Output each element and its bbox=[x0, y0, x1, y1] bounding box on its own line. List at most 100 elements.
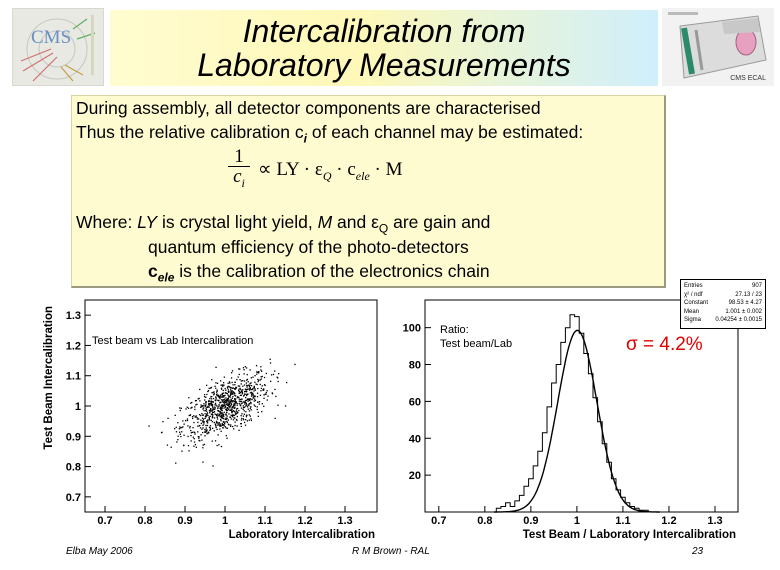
scatter-point bbox=[234, 400, 236, 402]
scatter-point bbox=[209, 400, 211, 403]
scatter-point bbox=[239, 368, 241, 370]
scatter-point bbox=[211, 413, 213, 415]
ecal-detector-graphic bbox=[668, 12, 767, 79]
scatter-point bbox=[205, 402, 207, 404]
scatter-point bbox=[240, 394, 242, 396]
scatter-point bbox=[187, 445, 190, 447]
stats-value: 27.13 / 23 bbox=[735, 291, 762, 298]
scatter-point bbox=[235, 413, 237, 416]
scatter-point bbox=[252, 397, 255, 399]
scatter-point bbox=[230, 392, 232, 394]
scatter-point bbox=[263, 388, 265, 390]
scatter-point bbox=[256, 396, 259, 398]
hist-ytick-label: 40 bbox=[409, 433, 421, 445]
scatter-point bbox=[244, 366, 246, 368]
scatter-point bbox=[231, 381, 233, 384]
scatter-point bbox=[243, 369, 245, 371]
hist-xtick-label: 0.8 bbox=[477, 515, 492, 527]
scatter-point bbox=[224, 426, 226, 428]
scatter-point bbox=[179, 407, 181, 409]
scatter-point bbox=[229, 416, 231, 418]
scatter-point bbox=[214, 406, 216, 408]
scatter-point bbox=[196, 417, 198, 419]
scatter-point bbox=[242, 418, 244, 420]
scatter-point bbox=[247, 408, 249, 410]
scatter-point bbox=[246, 393, 249, 396]
scatter-point bbox=[256, 373, 258, 375]
equation-rhs: ∝ LY · εQ · cele · M bbox=[258, 158, 403, 184]
footer-page-number: 23 bbox=[692, 546, 704, 557]
scatter-point bbox=[167, 417, 169, 419]
scatter-ytick-label: 0.8 bbox=[66, 462, 81, 474]
scatter-point bbox=[222, 385, 224, 387]
scatter-point bbox=[213, 411, 215, 413]
scatter-point bbox=[210, 386, 213, 389]
scatter-point bbox=[193, 415, 195, 417]
stats-row: Entries 907 bbox=[684, 283, 762, 290]
hist-xtick-label: 0.9 bbox=[523, 515, 538, 527]
scatter-point bbox=[244, 391, 246, 393]
scatter-point bbox=[236, 408, 238, 410]
scatter-point bbox=[225, 427, 227, 429]
scatter-point bbox=[227, 391, 229, 393]
scatter-point bbox=[222, 389, 224, 392]
scatter-point bbox=[207, 406, 209, 409]
scatter-point bbox=[236, 415, 238, 418]
scatter-point bbox=[227, 423, 230, 425]
scatter-point bbox=[250, 398, 252, 400]
scatter-point bbox=[263, 405, 265, 407]
scatter-point bbox=[240, 400, 243, 403]
scatter-point bbox=[223, 382, 225, 384]
scatter-point bbox=[249, 382, 251, 385]
scatter-point bbox=[205, 416, 207, 418]
scatter-point bbox=[267, 395, 269, 397]
scatter-point bbox=[234, 417, 236, 419]
stats-row: Mean 1.001 ± 0.002 bbox=[684, 309, 762, 316]
scatter-point bbox=[186, 418, 189, 420]
hist-fit-curve bbox=[494, 329, 660, 513]
scatter-point bbox=[183, 434, 185, 436]
scatter-point bbox=[242, 415, 245, 417]
scatter-point bbox=[227, 398, 229, 400]
scatter-point bbox=[236, 419, 238, 421]
scatter-point bbox=[211, 395, 213, 398]
scatter-point bbox=[220, 424, 222, 426]
scatter-point bbox=[228, 386, 230, 388]
scatter-point bbox=[210, 404, 212, 406]
scatter-point bbox=[228, 381, 231, 383]
scatter-point bbox=[208, 404, 210, 406]
scatter-point bbox=[231, 404, 233, 406]
scatter-point bbox=[202, 421, 204, 424]
scatter-point bbox=[216, 389, 218, 391]
scatter-point bbox=[226, 409, 228, 412]
scatter-point bbox=[198, 397, 200, 400]
scatter-ytick-label: 1.3 bbox=[66, 310, 81, 322]
scatter-point bbox=[192, 436, 194, 438]
scatter-point bbox=[246, 379, 248, 381]
scatter-point bbox=[222, 417, 224, 419]
scatter-point bbox=[222, 414, 224, 416]
scatter-point bbox=[265, 391, 267, 394]
scatter-point bbox=[212, 409, 214, 411]
scatter-point bbox=[216, 390, 218, 392]
scatter-point bbox=[208, 426, 211, 428]
scatter-point bbox=[223, 415, 225, 418]
hist-ytick-label: 100 bbox=[403, 323, 421, 335]
scatter-point bbox=[206, 424, 209, 427]
scatter-point bbox=[217, 399, 219, 401]
scatter-point bbox=[234, 424, 236, 427]
scatter-point bbox=[206, 414, 208, 416]
scatter-point bbox=[277, 377, 279, 379]
scatter-point bbox=[252, 387, 254, 390]
scatter-point bbox=[191, 406, 193, 408]
scatter-point bbox=[219, 395, 221, 397]
scatter-point bbox=[251, 388, 253, 391]
scatter-point bbox=[230, 403, 232, 405]
scatter-point bbox=[215, 396, 217, 398]
scatter-point bbox=[266, 390, 268, 392]
scatter-point bbox=[239, 394, 242, 396]
scatter-point bbox=[182, 420, 184, 422]
scatter-point bbox=[263, 394, 265, 396]
scatter-point bbox=[251, 398, 253, 401]
scatter-point bbox=[236, 410, 238, 413]
